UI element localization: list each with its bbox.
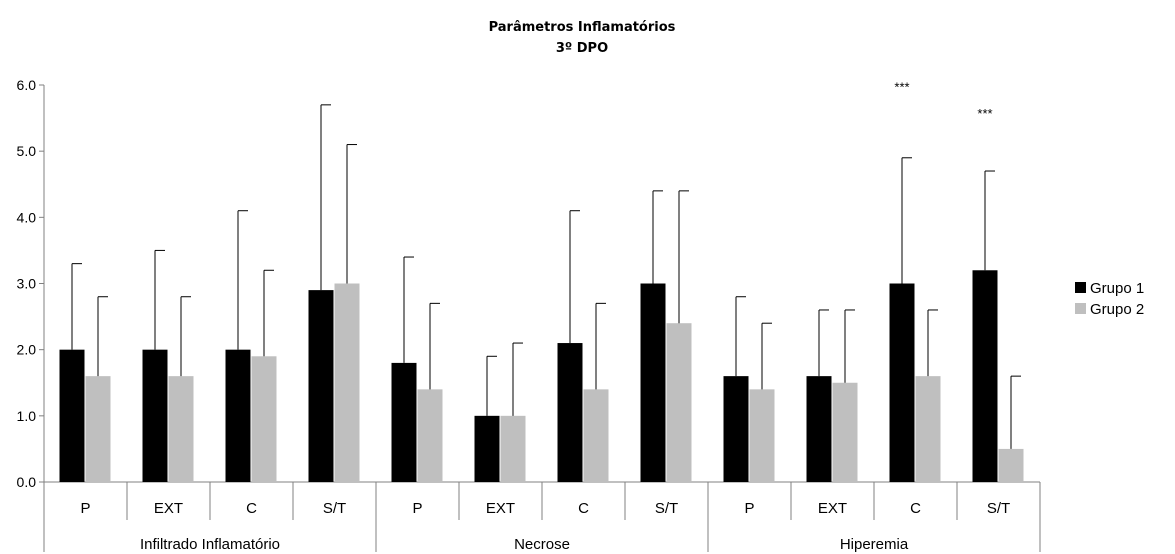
legend-label: Grupo 2: [1090, 301, 1144, 318]
x-category-label: S/T: [323, 500, 346, 517]
x-category-label: EXT: [818, 500, 847, 517]
x-category-label: P: [80, 500, 90, 517]
bar-grupo-2: [666, 323, 692, 482]
y-tick-label: 6.0: [17, 77, 37, 93]
bar-grupo-2: [251, 356, 277, 482]
bar-grupo-1: [972, 270, 998, 482]
x-group-label: Necrose: [514, 536, 570, 553]
legend-swatch: [1075, 282, 1086, 293]
axis-labels: 0.0 1.0 2.0 3.0 4.0 5.0 6.0 P EXT C S/T P EXT C S/T P EX…: [17, 77, 1011, 553]
x-category-label: C: [578, 500, 589, 517]
legend-label: Grupo 1: [1090, 280, 1144, 297]
bar-grupo-1: [225, 349, 251, 482]
bar-grupo-1: [723, 376, 749, 482]
error-bars: [71, 104, 1021, 449]
bar-grupo-2: [417, 389, 443, 482]
bar-grupo-1: [889, 283, 915, 482]
x-group-label: Infiltrado Inflamatório: [140, 536, 280, 553]
x-category-label: EXT: [486, 500, 515, 517]
bar-grupo-2: [998, 448, 1024, 482]
bar-grupo-2: [583, 389, 609, 482]
y-tick-label: 5.0: [17, 143, 37, 159]
legend-swatch: [1075, 303, 1086, 314]
y-tick-label: 2.0: [17, 342, 37, 358]
y-tick-label: 1.0: [17, 408, 37, 424]
chart-title: Parâmetros Inflamatórios: [489, 20, 676, 35]
bar-grupo-2: [168, 376, 194, 482]
bar-grupo-1: [142, 349, 168, 482]
significance-annotation: ***: [977, 106, 992, 121]
x-category-label: P: [412, 500, 422, 517]
x-category-label: C: [910, 500, 921, 517]
chart-subtitle: 3º DPO: [556, 41, 608, 56]
axes: [39, 84, 1041, 552]
bars: [59, 270, 1024, 482]
x-category-label: P: [744, 500, 754, 517]
x-category-label: S/T: [655, 500, 678, 517]
bar-grupo-2: [832, 382, 858, 482]
x-category-label: C: [246, 500, 257, 517]
bar-grupo-2: [334, 283, 360, 482]
y-tick-label: 4.0: [17, 209, 37, 225]
bar-grupo-1: [308, 290, 334, 482]
bar-grupo-1: [557, 343, 583, 482]
x-category-label: EXT: [154, 500, 183, 517]
bar-grupo-1: [474, 415, 500, 482]
x-category-label: S/T: [987, 500, 1010, 517]
bar-grupo-1: [59, 349, 85, 482]
y-tick-label: 3.0: [17, 276, 37, 292]
bar-grupo-2: [85, 376, 111, 482]
legend: Grupo 1 Grupo 2: [1075, 280, 1144, 318]
bar-grupo-2: [915, 376, 941, 482]
bar-grupo-1: [640, 283, 666, 482]
bar-grupo-2: [500, 415, 526, 482]
y-tick-label: 0.0: [17, 474, 37, 490]
bar-grupo-1: [391, 362, 417, 482]
bar-grupo-2: [749, 389, 775, 482]
x-group-label: Hiperemia: [840, 536, 909, 553]
bar-grupo-1: [806, 376, 832, 482]
significance-annotation: ***: [894, 80, 909, 95]
